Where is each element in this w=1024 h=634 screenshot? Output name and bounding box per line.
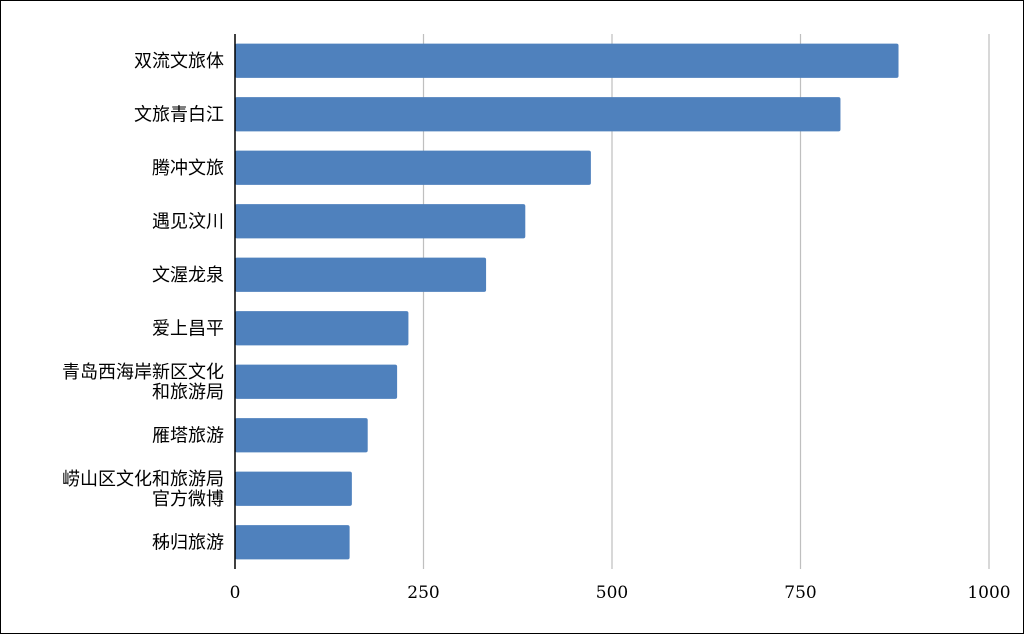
x-tick-label-500: 500 xyxy=(596,583,628,603)
x-tick-label-750: 750 xyxy=(784,583,816,603)
bar-8 xyxy=(235,418,368,453)
category-label-7-line-2: 和旅游局 xyxy=(152,382,224,403)
x-tick-label-1000: 1000 xyxy=(967,583,1010,603)
bar-1 xyxy=(235,43,899,78)
x-tick-label-0: 0 xyxy=(230,583,241,603)
x-tick-label-250: 250 xyxy=(407,583,439,603)
bar-6 xyxy=(235,311,409,346)
bar-10 xyxy=(235,525,350,560)
category-labels: 双流文旅体文旅青白江腾冲文旅遇见汶川文渥龙泉爱上昌平青岛西海岸新区文化和旅游局雁… xyxy=(62,51,224,554)
x-tick-labels: 0 250 500 750 1000 xyxy=(230,583,1011,603)
category-label-8: 雁塔旅游 xyxy=(152,425,224,446)
category-label-7-line-1: 青岛西海岸新区文化 xyxy=(62,362,224,383)
category-label-6: 爱上昌平 xyxy=(152,318,224,339)
bar-2 xyxy=(235,97,841,132)
category-label-5: 文渥龙泉 xyxy=(152,265,224,286)
bars xyxy=(235,43,899,560)
category-label-3: 腾冲文旅 xyxy=(152,158,224,179)
category-label-1: 双流文旅体 xyxy=(134,51,224,72)
bar-5 xyxy=(235,257,487,292)
category-label-9-line-2: 官方微博 xyxy=(152,489,224,510)
category-label-4: 遇见汶川 xyxy=(152,211,224,232)
bar-3 xyxy=(235,150,591,185)
bar-4 xyxy=(235,204,526,239)
bar-9 xyxy=(235,471,352,506)
category-label-9-line-1: 崂山区文化和旅游局 xyxy=(62,469,224,490)
category-label-2: 文旅青白江 xyxy=(134,104,224,125)
bar-7 xyxy=(235,364,398,399)
category-label-10: 秭归旅游 xyxy=(152,532,224,553)
